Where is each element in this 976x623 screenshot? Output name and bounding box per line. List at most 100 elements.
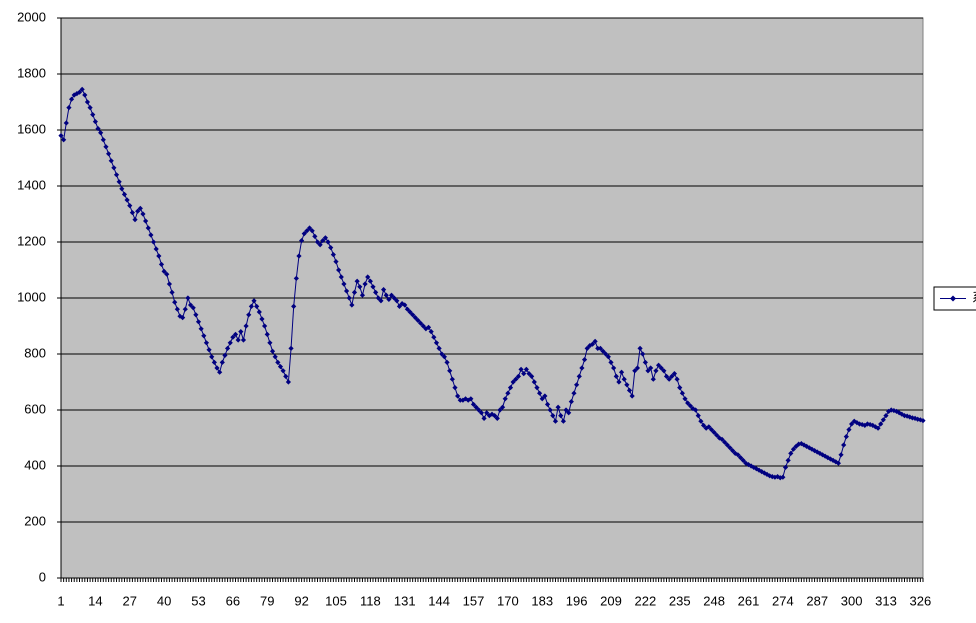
x-tick-label: 170: [497, 593, 519, 608]
data-point: [304, 228, 310, 234]
data-point: [119, 186, 125, 192]
data-point: [571, 390, 577, 396]
data-point: [222, 352, 228, 358]
data-point: [753, 466, 760, 472]
data-point: [695, 413, 701, 419]
data-point: [251, 298, 257, 304]
legend-label: 系列1: [972, 290, 976, 305]
data-point: [499, 404, 506, 410]
data-point: [724, 442, 730, 448]
data-point: [346, 295, 352, 301]
data-point: [698, 418, 704, 424]
data-point: [513, 376, 519, 382]
data-point: [782, 464, 789, 470]
x-tick-label: 183: [531, 593, 553, 608]
data-point: [904, 413, 910, 419]
data-point: [293, 275, 299, 281]
data-point: [526, 371, 532, 377]
data-point: [383, 292, 389, 298]
x-tick-label: 209: [600, 593, 622, 608]
data-point: [804, 443, 810, 449]
data-point: [700, 422, 707, 428]
x-tick-label: 53: [191, 593, 205, 608]
x-tick-label: 313: [875, 593, 897, 608]
x-tick-label: 196: [566, 593, 588, 608]
data-point: [611, 365, 617, 371]
data-point: [655, 362, 662, 368]
data-point: [835, 460, 841, 466]
data-point: [796, 441, 802, 447]
data-point: [714, 432, 720, 438]
data-point: [370, 284, 376, 290]
data-point: [296, 253, 302, 259]
data-point: [180, 315, 186, 321]
data-point: [531, 379, 537, 385]
data-point: [232, 331, 239, 337]
data-point: [893, 408, 900, 414]
data-point: [793, 443, 799, 449]
data-point: [214, 365, 220, 371]
data-point: [150, 239, 157, 245]
data-point: [444, 359, 450, 365]
x-tick-label: 274: [772, 593, 794, 608]
data-point: [497, 407, 503, 413]
data-point: [404, 306, 410, 312]
data-point: [761, 470, 767, 476]
data-point: [671, 371, 678, 377]
data-point: [719, 436, 725, 442]
data-point: [645, 368, 651, 374]
data-point: [589, 341, 596, 347]
data-point: [291, 303, 297, 309]
data-point: [341, 281, 347, 287]
data-point: [449, 376, 455, 382]
data-point: [542, 393, 548, 399]
y-tick-label: 600: [24, 401, 46, 416]
data-point: [328, 245, 334, 251]
data-point: [428, 329, 434, 335]
data-point: [460, 397, 466, 403]
data-point: [849, 421, 855, 427]
data-point: [161, 268, 167, 274]
data-point: [806, 445, 812, 451]
y-tick-label: 1200: [17, 233, 46, 248]
data-point: [338, 274, 344, 280]
data-point: [164, 271, 170, 277]
data-point: [182, 306, 188, 312]
data-point: [343, 288, 350, 294]
data-point: [100, 137, 106, 143]
y-tick-label: 400: [24, 457, 46, 472]
data-point: [412, 315, 418, 321]
data-point: [269, 348, 276, 354]
data-point: [841, 442, 847, 448]
data-point: [505, 390, 511, 396]
data-point: [830, 457, 836, 463]
data-point: [201, 333, 207, 339]
data-point: [256, 309, 262, 315]
data-point: [886, 408, 892, 414]
data-point: [288, 345, 294, 351]
data-point: [135, 208, 141, 214]
data-point: [507, 385, 514, 391]
data-point: [349, 302, 355, 308]
data-point: [452, 385, 458, 391]
data-point: [108, 158, 114, 164]
data-point: [809, 446, 815, 452]
data-point: [127, 203, 133, 209]
data-point: [137, 205, 143, 211]
data-point: [283, 373, 289, 379]
data-point: [209, 354, 215, 360]
data-point: [153, 246, 159, 252]
data-point: [534, 385, 540, 391]
data-point: [510, 379, 516, 385]
data-point: [529, 373, 535, 379]
data-point: [603, 351, 609, 357]
data-point: [425, 324, 432, 330]
data-point: [264, 331, 270, 337]
data-point: [211, 359, 217, 365]
data-point: [262, 323, 268, 329]
x-tick-label: 27: [123, 593, 137, 608]
data-point: [751, 464, 757, 470]
data-point: [819, 452, 826, 458]
data-point: [148, 232, 154, 238]
data-point: [124, 197, 130, 203]
